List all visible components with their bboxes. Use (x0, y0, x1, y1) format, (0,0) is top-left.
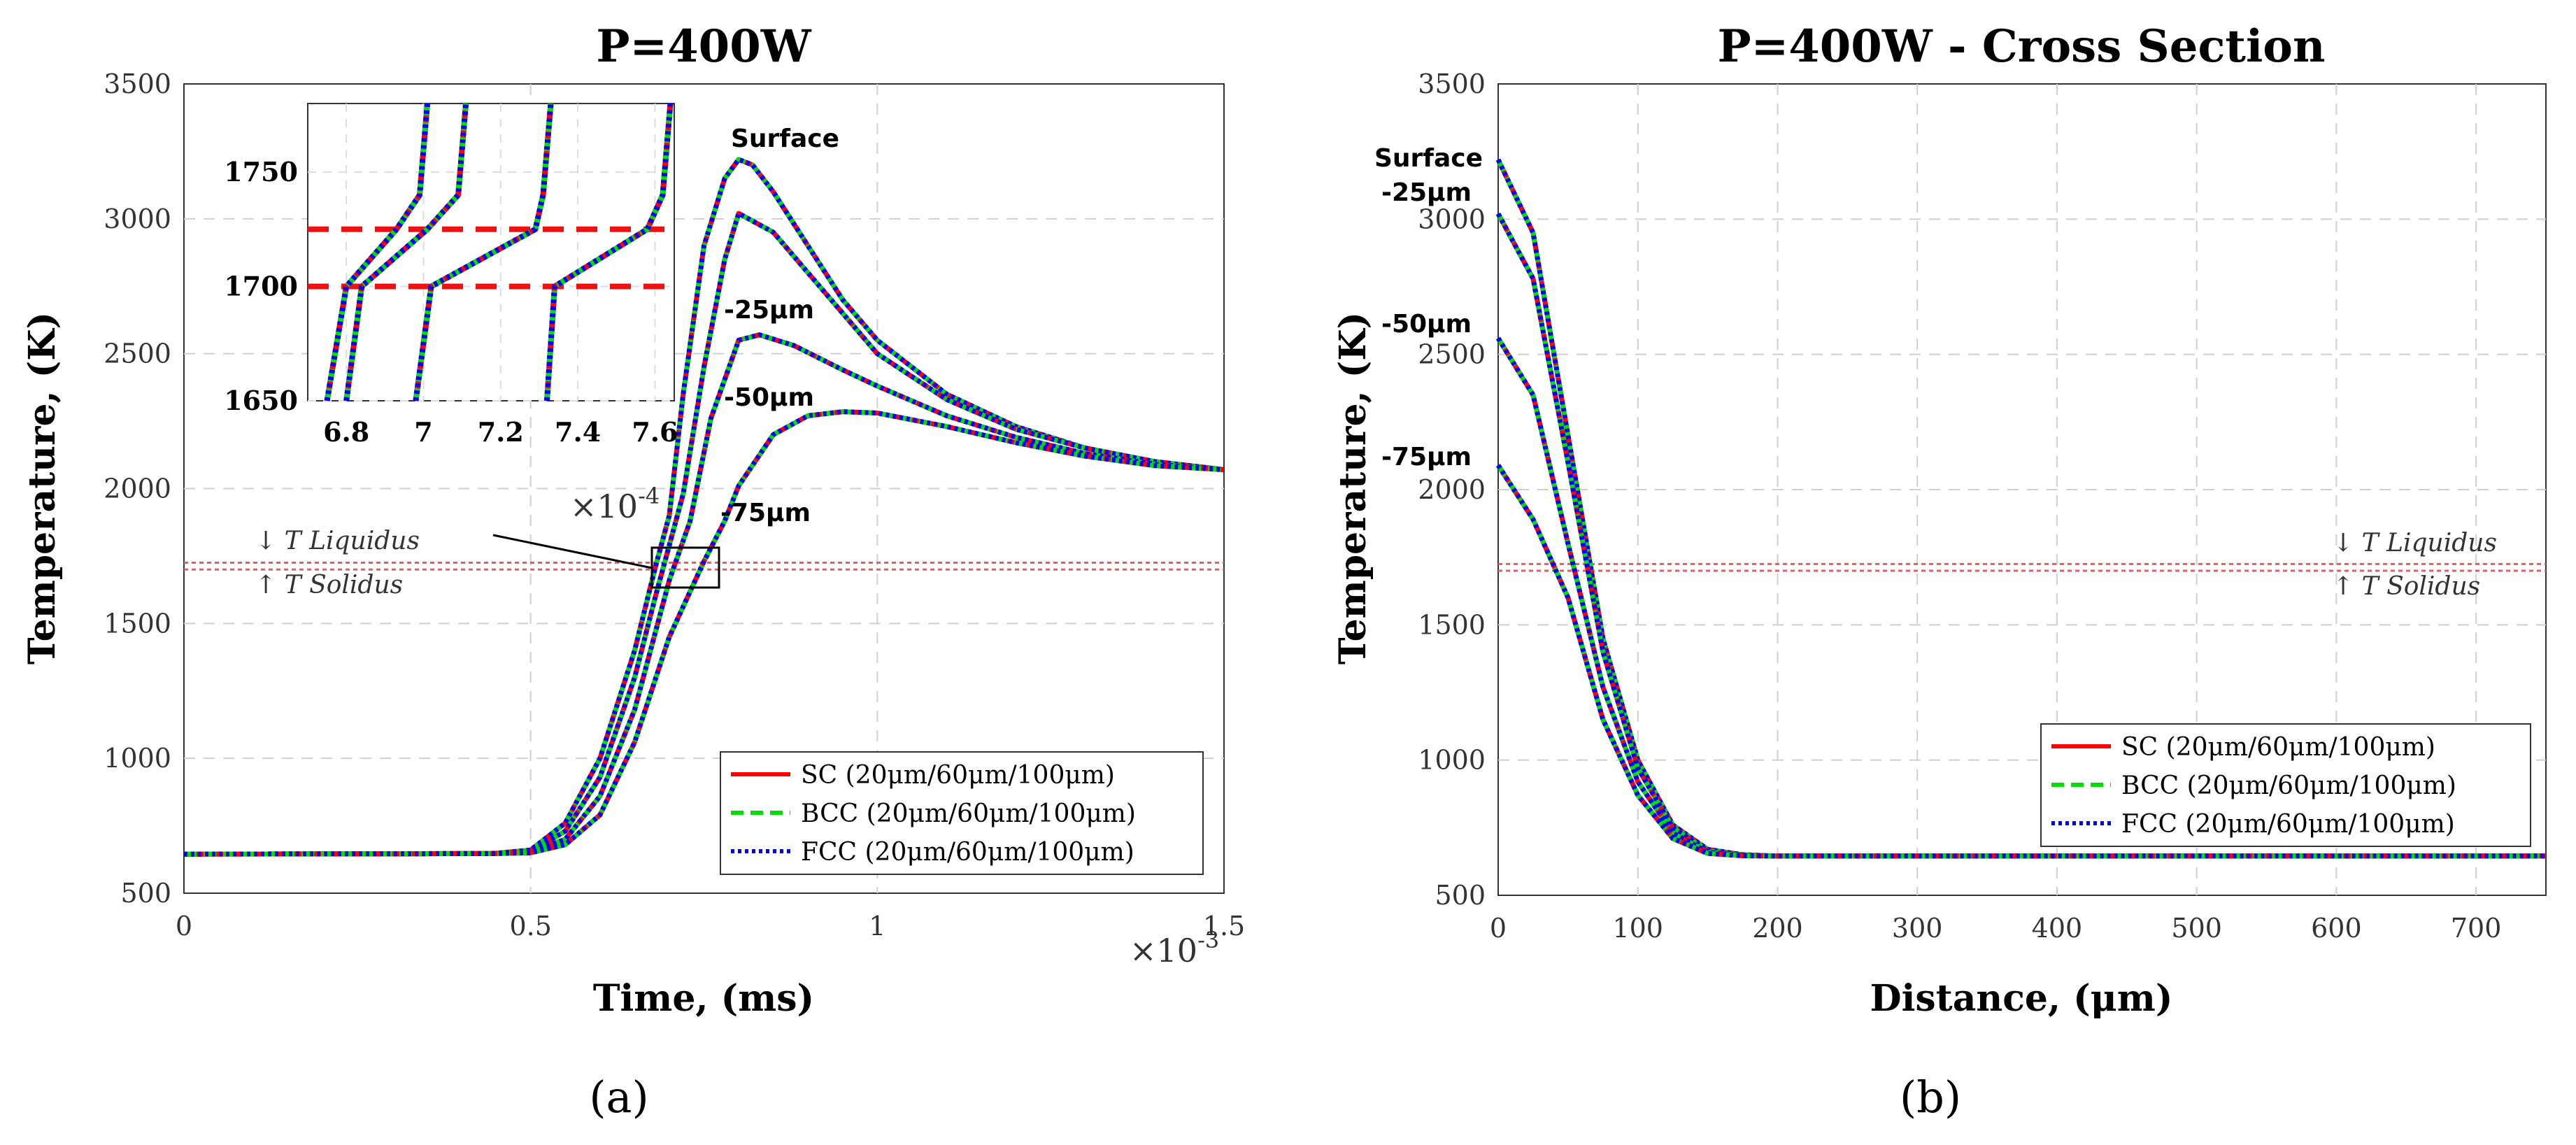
a-line-25-m-fcc (183, 211, 1225, 857)
b-x-tick-label: 0 (1490, 913, 1507, 944)
legend-a-fcc-label: FCC (20μm/60μm/100μm) (801, 838, 1134, 867)
b-x-tick-label: 700 (2451, 913, 2502, 944)
inset-x-tick-label: 7.2 (478, 416, 524, 448)
inset-line-2-bcc (413, 103, 554, 401)
chart-a-series (183, 157, 1225, 857)
chart-a-annotation-25um: -25μm (724, 296, 814, 325)
inset-x-tick-label: 7 (414, 416, 432, 448)
chart-b-x-label: Distance, (μm) (1870, 977, 2173, 1020)
inset-line-3-bcc (544, 103, 674, 401)
chart-a-y-ticks: 500 1000 1500 2000 2500 3000 3500 (104, 69, 171, 909)
chart-b-annotation-25um: -25μm (1381, 178, 1472, 207)
b-x-tick-label: 200 (1752, 913, 1803, 944)
a-x-tick-label: 1 (869, 911, 885, 941)
chart-a-legend: SC (20μm/60μm/100μm) BCC (20μm/60μm/100μ… (720, 751, 1204, 875)
a-y-tick-label: 2000 (104, 474, 171, 504)
inset-y-ticks: 1650 1700 1750 (224, 156, 298, 416)
legend-a-bcc-label: BCC (20μm/60μm/100μm) (801, 799, 1136, 828)
chart-b-threshold-lines (1498, 562, 2546, 572)
chart-a-liquidus-label: ↓ T Liquidus (255, 527, 420, 555)
chart-a-x-ticks: 0 0.5 1 1.5 (176, 911, 1245, 941)
b-line-75-m-fcc (1496, 464, 2546, 859)
chart-b-y-label: Temperature, (K) (1332, 312, 1374, 664)
b-y-tick-label: 500 (1435, 880, 1486, 911)
chart-a-annotation-50um: -50μm (724, 383, 814, 412)
chart-b-annotation-75um: -75μm (1381, 443, 1472, 471)
inset-line-2-fcc (413, 103, 554, 401)
chart-a-x-label: Time, (ms) (593, 977, 814, 1020)
inset-y-tick-label: 1650 (224, 385, 298, 416)
legend-a-sc-label: SC (20μm/60μm/100μm) (801, 761, 1115, 790)
inset-line-0-bcc (324, 103, 430, 401)
b-y-tick-label: 3500 (1418, 69, 1486, 99)
chart-b-liquidus-label: ↓ T Liquidus (2333, 529, 2497, 557)
chart-a-title: P=400W (596, 20, 811, 73)
b-x-tick-label: 400 (2032, 913, 2083, 944)
inset-x-tick-label: 6.8 (323, 416, 369, 448)
chart-b-x-ticks: 0 100 200 300 400 500 600 700 (1490, 913, 2501, 944)
legend-b-fcc-label: FCC (20μm/60μm/100μm) (2121, 810, 2455, 839)
chart-a-threshold-lines (184, 562, 1224, 571)
chart-b-solidus-label: ↑ T Solidus (2333, 572, 2480, 601)
b-x-tick-label: 100 (1612, 913, 1663, 944)
a-y-tick-label: 3000 (104, 204, 171, 234)
panel-b: P=400W - Cross Section 50010001500200025… (1332, 20, 2547, 1123)
chart-a-annotation-surface: Surface (731, 125, 839, 153)
chart-b-y-ticks: 500 1000 1500 2000 2500 3000 3500 (1418, 69, 1486, 911)
legend-b-sc-label: SC (20μm/60μm/100μm) (2121, 733, 2435, 762)
a-y-tick-label: 1000 (104, 743, 171, 774)
panel-a: P=400W 500 1000 1500 2000 2500 3000 3500 0 0.5 1… (21, 20, 1245, 1123)
a-x-tick-label: 1.5 (1203, 911, 1245, 941)
chart-a-zoom-pointer (492, 534, 653, 569)
inset-y-tick-label: 1700 (224, 271, 298, 302)
b-y-tick-label: 1000 (1418, 745, 1486, 776)
b-x-tick-label: 600 (2311, 913, 2362, 944)
legend-b-bcc-label: BCC (20μm/60μm/100μm) (2121, 771, 2456, 800)
b-y-tick-label: 2000 (1418, 474, 1486, 505)
b-x-tick-label: 500 (2171, 913, 2222, 944)
chart-a-inset: 1650 1700 1750 6.8 7 7.2 7.4 7.6 ×10-4 (224, 103, 678, 525)
inset-x-ticks: 6.8 7 7.2 7.4 7.6 (323, 416, 678, 448)
panel-b-label: (b) (1900, 1072, 1961, 1123)
a-x-tick-label: 0 (176, 911, 192, 941)
a-y-tick-label: 500 (120, 878, 171, 909)
chart-b-series (1495, 158, 2546, 859)
chart-b-annotation-surface: Surface (1374, 144, 1483, 173)
b-line-25-m-fcc (1495, 212, 2546, 859)
b-y-tick-label: 1500 (1418, 609, 1486, 640)
b-y-tick-label: 2500 (1418, 339, 1486, 370)
inset-y-tick-label: 1750 (224, 156, 298, 187)
inset-line-1-bcc (343, 103, 469, 401)
a-y-tick-label: 1500 (104, 608, 171, 639)
chart-a-y-label: Temperature, (K) (21, 312, 64, 664)
panel-a-label: (a) (589, 1072, 648, 1123)
chart-b-legend: SC (20μm/60μm/100μm) BCC (20μm/60μm/100μ… (2040, 723, 2531, 847)
b-x-tick-label: 300 (1892, 913, 1943, 944)
inset-x-tick-label: 7.4 (555, 416, 601, 448)
b-y-tick-label: 3000 (1418, 204, 1486, 234)
a-line-surface-fcc (183, 157, 1225, 857)
a-line-75-m-fcc (183, 409, 1225, 857)
a-y-tick-label: 2500 (104, 339, 171, 369)
chart-b-title: P=400W - Cross Section (1717, 20, 2325, 73)
chart-a-annotation-75um: -75μm (720, 499, 811, 527)
chart-a-x-exponent: ×10-3 (1130, 927, 1219, 969)
chart-a-solidus-label: ↑ T Solidus (255, 571, 403, 599)
chart-b-annotation-50um: -50μm (1381, 310, 1472, 339)
a-x-tick-label: 0.5 (509, 911, 551, 941)
inset-x-exponent: ×10-4 (570, 483, 660, 525)
a-y-tick-label: 3500 (104, 69, 171, 99)
inset-line-0-fcc (324, 103, 430, 401)
inset-x-tick-label: 7.6 (632, 416, 678, 448)
